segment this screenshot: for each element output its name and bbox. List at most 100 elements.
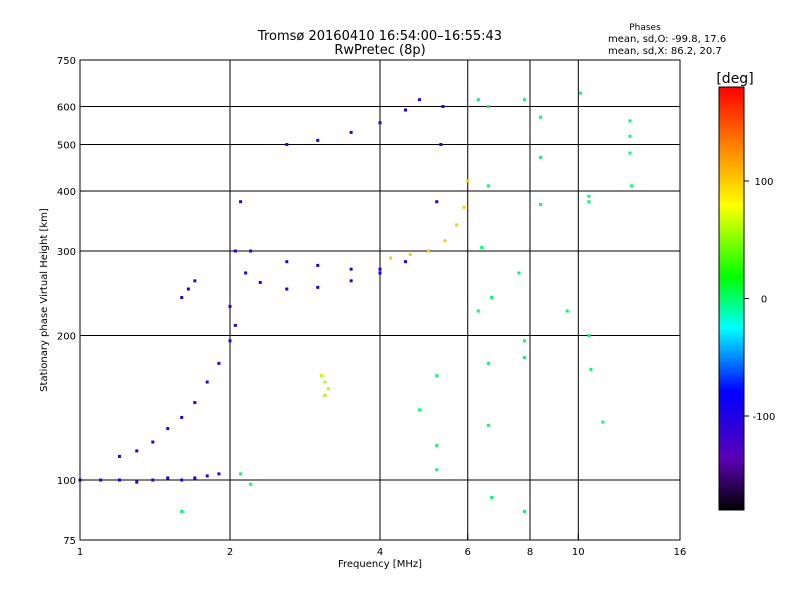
echo-point-s8-p15 <box>490 296 494 300</box>
echo-point-s2-p0 <box>228 304 232 308</box>
echo-point-s5-p3 <box>443 239 447 243</box>
echo-point-s3-p4 <box>403 108 407 112</box>
echo-point-s5-p4 <box>455 223 459 227</box>
echo-point-s8-p13 <box>587 200 591 204</box>
echo-point-s4-p0 <box>249 249 253 253</box>
echo-point-s8-p17 <box>523 339 527 343</box>
echo-point-s2-p8 <box>378 271 382 275</box>
echo-point-s1-p5 <box>193 401 197 405</box>
echo-point-s5-p1 <box>408 253 412 257</box>
echo-point-s1-p4 <box>180 415 184 419</box>
echo-point-s8-p31 <box>523 509 527 513</box>
echo-point-s0-p5 <box>166 476 170 480</box>
chart-subtitle: RwPretec (8p) <box>334 43 425 58</box>
stats-o-line: mean, sd,O: -99.8, 17.6 <box>608 34 726 45</box>
echo-point-s1-p0 <box>117 454 121 458</box>
echo-point-s0-p7 <box>193 476 197 480</box>
echo-point-s8-p7 <box>628 151 632 155</box>
echo-point-s3-p2 <box>349 130 353 134</box>
echo-point-s4-p1 <box>285 260 289 264</box>
echo-point-s4-p3 <box>349 267 353 271</box>
echo-point-s4-p4 <box>378 267 382 271</box>
echo-point-s8-p9 <box>486 184 490 188</box>
x-tick-label: 16 <box>674 547 687 558</box>
echo-point-s8-p33 <box>239 472 243 476</box>
colorbar-ticks: 100 0 -100 <box>744 177 775 423</box>
x-tick-label: 10 <box>572 547 585 558</box>
echo-point-s6-p1 <box>323 380 327 384</box>
echo-point-s2-p2 <box>239 200 243 204</box>
echo-point-s3-p0 <box>285 143 289 147</box>
echo-point-s8-p28 <box>435 444 439 448</box>
echo-point-s2-p4 <box>258 280 262 284</box>
echo-point-s8-p19 <box>523 355 527 359</box>
echo-point-s8-p4 <box>578 91 582 95</box>
echo-point-s2-p12 <box>439 143 443 147</box>
echo-point-s0-p4 <box>151 478 155 482</box>
echo-point-s8-p0 <box>476 98 480 102</box>
x-tick-label: 6 <box>465 547 471 558</box>
echo-point-s2-p13 <box>441 105 445 109</box>
echo-point-s2-p9 <box>403 260 407 264</box>
chart-title: Tromsø 20160410 16:54:00–16:55:43 <box>257 29 502 44</box>
echo-point-s1-p2 <box>151 440 155 444</box>
colorbar <box>718 86 745 511</box>
echo-point-s6-p3 <box>323 394 327 398</box>
echo-point-s1-p8 <box>228 339 232 343</box>
echo-point-s6-p2 <box>326 387 330 391</box>
echo-point-s2-p5 <box>285 287 289 291</box>
echo-point-s1-p7 <box>217 361 221 365</box>
echo-point-s8-p12 <box>587 194 591 198</box>
echo-point-s8-p24 <box>486 361 490 365</box>
x-tick-label: 1 <box>77 547 83 558</box>
echo-point-s8-p6 <box>628 134 632 138</box>
colorbar-label: [deg] <box>716 71 753 87</box>
echo-point-s8-p10 <box>539 155 543 159</box>
y-tick-label: 500 <box>57 141 76 152</box>
colorbar-tick-label: -100 <box>753 412 776 423</box>
echo-point-s8-p30 <box>490 495 494 499</box>
echo-point-s2-p3 <box>244 271 248 275</box>
echo-point-s0-p1 <box>99 478 103 482</box>
echo-point-s5-p6 <box>466 179 470 183</box>
echo-point-s1-p1 <box>135 449 139 453</box>
echo-point-s8-p22 <box>589 367 593 371</box>
echo-point-s1-p6 <box>205 380 209 384</box>
echo-point-s2-p7 <box>349 279 353 283</box>
echo-point-s8-p11 <box>539 202 543 206</box>
echo-point-s0-p9 <box>217 472 221 476</box>
echo-point-s8-p14 <box>480 246 484 250</box>
echo-point-s7-p0 <box>180 296 184 300</box>
echo-point-s8-p16 <box>517 271 521 275</box>
echo-point-s8-p25 <box>486 423 490 427</box>
echo-point-s8-p1 <box>486 105 490 109</box>
y-tick-label: 750 <box>57 56 76 67</box>
echo-point-s8-p21 <box>587 334 591 338</box>
x-tick-label: 2 <box>227 547 233 558</box>
echo-point-s2-p6 <box>316 285 320 289</box>
x-axis-ticks: 1 2 4 6 8 10 16 <box>77 534 687 558</box>
echo-point-s5-p2 <box>426 249 430 253</box>
stats-x-line: mean, sd,X: 86.2, 20.7 <box>608 46 722 57</box>
y-tick-label: 100 <box>57 476 76 487</box>
echo-point-s8-p34 <box>249 482 253 486</box>
echo-point-s3-p5 <box>417 98 421 102</box>
echo-point-s0-p6 <box>180 478 184 482</box>
echo-point-s8-p5 <box>628 119 632 123</box>
echo-point-s1-p3 <box>166 427 170 431</box>
echo-point-s0-p8 <box>205 474 209 478</box>
echo-point-s2-p1 <box>233 249 237 253</box>
y-axis-label: Stationary phase Virtual Height [km] <box>39 208 50 392</box>
stats-heading: Phases <box>629 23 661 33</box>
echo-point-s7-p1 <box>186 287 190 291</box>
echo-point-s8-p27 <box>417 408 421 412</box>
echo-point-s5-p0 <box>389 256 393 260</box>
y-tick-label: 600 <box>57 103 76 114</box>
echo-point-s8-p8 <box>630 184 634 188</box>
echo-point-s2-p11 <box>435 200 439 204</box>
echo-point-s3-p1 <box>316 138 320 142</box>
echo-point-s8-p3 <box>539 115 543 119</box>
echo-point-s6-p0 <box>319 374 323 378</box>
x-axis-label: Frequency [MHz] <box>338 559 422 570</box>
